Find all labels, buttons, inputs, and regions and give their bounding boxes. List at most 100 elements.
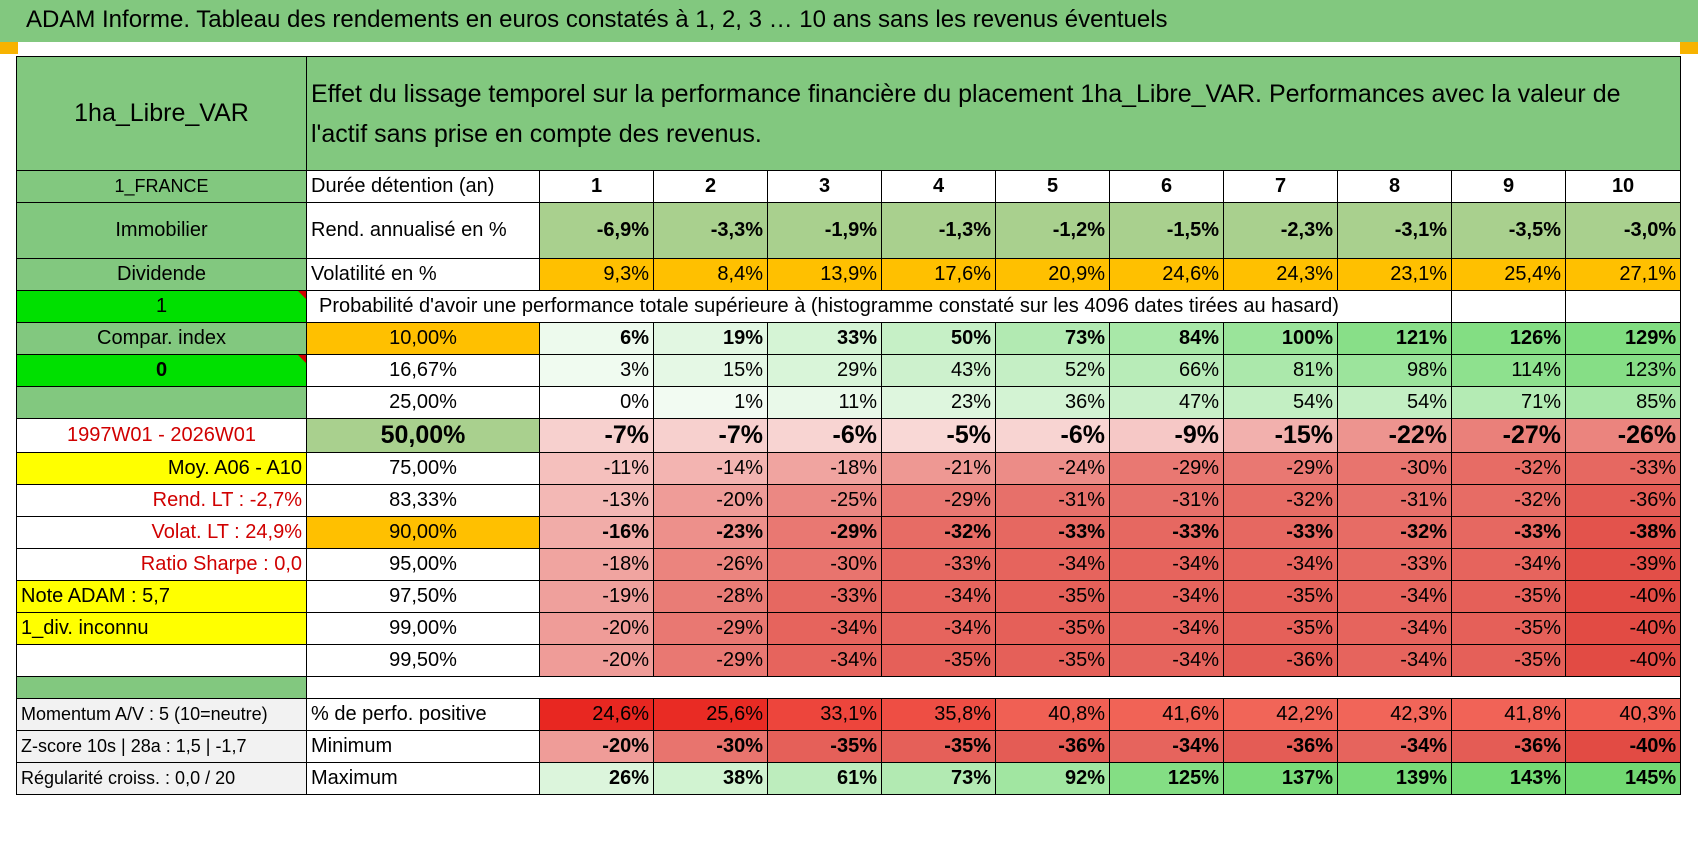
- prob-value: -9%: [1109, 418, 1224, 453]
- minimum-value: -36%: [1223, 730, 1338, 763]
- vol-value: 8,4%: [653, 258, 768, 291]
- prob-level: 95,00%: [306, 548, 540, 581]
- prob-value: -11%: [539, 452, 654, 485]
- country-cell: 1_FRANCE: [16, 170, 307, 203]
- rend-value: -3,1%: [1337, 202, 1452, 259]
- prob-value: 11%: [767, 386, 882, 419]
- prob-row: 1_div. inconnu 99,00% -20% -29% -34% -34…: [16, 612, 1682, 645]
- prob-row: Rend. LT : -2,7% 83,33% -13% -20% -25% -…: [16, 484, 1682, 517]
- prob-value: -35%: [1451, 580, 1566, 613]
- maximum-value: 61%: [767, 762, 882, 795]
- prob-value: 98%: [1337, 354, 1452, 387]
- minimum-value: -40%: [1564, 730, 1682, 763]
- prob-value: -31%: [995, 484, 1110, 517]
- prob-value: -18%: [767, 452, 882, 485]
- spacer-green-cell: [16, 676, 307, 699]
- empty-green-cell: [16, 386, 307, 419]
- prob-value: -33%: [1451, 516, 1566, 549]
- prob-value: -13%: [539, 484, 654, 517]
- probability-caption: Probabilité d'avoir une performance tota…: [306, 290, 1452, 323]
- prob-row: 1997W01 - 2026W01 50,00% -7% -7% -6% -5%…: [16, 418, 1682, 453]
- vol-label: Volatilité en %: [306, 258, 540, 291]
- prob-value: 129%: [1564, 322, 1682, 355]
- prob-value: -34%: [767, 644, 882, 677]
- prob-row: 0 16,67% 3% 15% 29% 43% 52% 66% 81% 98% …: [16, 354, 1682, 387]
- prob-value: -34%: [881, 580, 996, 613]
- zscore-cell: Z-score 10s | 28a : 1,5 | -1,7: [16, 730, 307, 763]
- prob-value: -34%: [1337, 644, 1452, 677]
- prob-value: -7%: [539, 418, 654, 453]
- prob-value: -29%: [1223, 452, 1338, 485]
- prob-value: -14%: [653, 452, 768, 485]
- rend-value: -3,5%: [1451, 202, 1566, 259]
- prob-value: 23%: [881, 386, 996, 419]
- prob-value: 47%: [1109, 386, 1224, 419]
- vol-value: 27,1%: [1564, 258, 1682, 291]
- prob-value: -34%: [1109, 548, 1224, 581]
- prob-value: -31%: [1109, 484, 1224, 517]
- prob-value: -33%: [767, 580, 882, 613]
- year-header: 4: [881, 170, 996, 203]
- maximum-value: 26%: [539, 762, 654, 795]
- prob-value: -35%: [995, 612, 1110, 645]
- vol-value: 23,1%: [1337, 258, 1452, 291]
- prob-value: -34%: [1451, 548, 1566, 581]
- prob-value: 121%: [1337, 322, 1452, 355]
- prob-value: -34%: [995, 548, 1110, 581]
- positive-label: % de perfo. positive: [306, 698, 540, 731]
- positive-value: 41,8%: [1451, 698, 1566, 731]
- positive-value: 42,3%: [1337, 698, 1452, 731]
- prob-value: -27%: [1451, 418, 1566, 453]
- prob-value: -29%: [653, 612, 768, 645]
- income-type-cell: Dividende: [16, 258, 307, 291]
- prob-value: -34%: [1223, 548, 1338, 581]
- prob-value: -23%: [653, 516, 768, 549]
- note-adam-cell: Note ADAM : 5,7: [16, 580, 307, 613]
- spacer-row: [16, 676, 1682, 699]
- vol-value: 20,9%: [995, 258, 1110, 291]
- prob-value: -31%: [1337, 484, 1452, 517]
- minimum-value: -36%: [1451, 730, 1566, 763]
- prob-value: -6%: [995, 418, 1110, 453]
- prob-value: -15%: [1223, 418, 1338, 453]
- prob-value: 66%: [1109, 354, 1224, 387]
- prob-level: 50,00%: [306, 418, 540, 453]
- volat-lt-cell: Volat. LT : 24,9%: [16, 516, 307, 549]
- prob-row: Ratio Sharpe : 0,0 95,00% -18% -26% -30%…: [16, 548, 1682, 581]
- prob-value: 71%: [1451, 386, 1566, 419]
- prob-value: 84%: [1109, 322, 1224, 355]
- prob-value: -34%: [1109, 644, 1224, 677]
- prob-value: -34%: [1337, 580, 1452, 613]
- prob-level: 83,33%: [306, 484, 540, 517]
- prob-value: -29%: [653, 644, 768, 677]
- prob-value: -6%: [767, 418, 882, 453]
- rend-value: -1,9%: [767, 202, 882, 259]
- prob-value: -16%: [539, 516, 654, 549]
- rend-value: -2,3%: [1223, 202, 1338, 259]
- prob-value: -32%: [1451, 452, 1566, 485]
- rend-value: -1,2%: [995, 202, 1110, 259]
- prob-level: 75,00%: [306, 452, 540, 485]
- prob-value: 126%: [1451, 322, 1566, 355]
- year-header: 1: [539, 170, 654, 203]
- vol-value: 17,6%: [881, 258, 996, 291]
- prob-value: -29%: [1109, 452, 1224, 485]
- prob-value: 3%: [539, 354, 654, 387]
- flag-zero-cell: 0: [16, 354, 307, 387]
- minimum-value: -20%: [539, 730, 654, 763]
- prob-value: -32%: [881, 516, 996, 549]
- prob-value: -25%: [767, 484, 882, 517]
- prob-row: Note ADAM : 5,7 97,50% -19% -28% -33% -3…: [16, 580, 1682, 613]
- prob-value: -22%: [1337, 418, 1452, 453]
- vol-value: 9,3%: [539, 258, 654, 291]
- prob-value: -26%: [653, 548, 768, 581]
- maximum-value: 38%: [653, 762, 768, 795]
- prob-value: 114%: [1451, 354, 1566, 387]
- empty-cell: [1451, 290, 1566, 323]
- rend-lt-cell: Rend. LT : -2,7%: [16, 484, 307, 517]
- performance-table: 1ha_Libre_VAR Effet du lissage temporel …: [16, 56, 1682, 795]
- flag-one-cell: 1: [16, 290, 307, 323]
- asset-description: Effet du lissage temporel sur la perform…: [305, 56, 1682, 171]
- prob-value: -33%: [881, 548, 996, 581]
- prob-value: 54%: [1223, 386, 1338, 419]
